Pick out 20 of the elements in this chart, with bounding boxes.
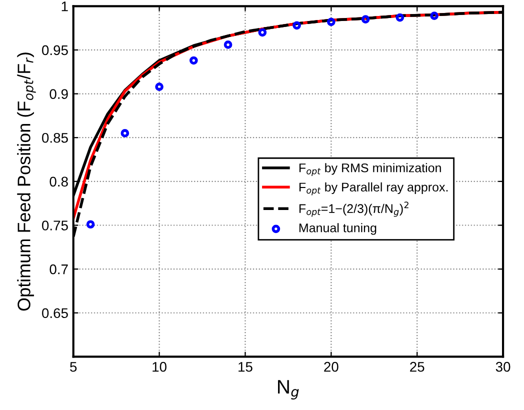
x-tick-label: 20 [324, 362, 338, 372]
y-tick-label: 0.75 [42, 220, 68, 230]
y-tick-label: 0.95 [42, 45, 68, 56]
legend-label: F$_{opt}$ by Parallel ray approx. [299, 182, 448, 196]
x-axis-title: N$_{g}$ [278, 380, 299, 400]
x-tick-label: 25 [410, 362, 424, 372]
y-axis-title: Optimum Feed Position (F$_{opt}$/F$_{r}$) [17, 52, 36, 311]
y-tick-label: 0.65 [42, 308, 68, 318]
x-tick-label: 30 [496, 362, 510, 372]
y-tick-label: 0.9 [50, 89, 68, 99]
y-tick-label: 0.7 [50, 264, 68, 274]
legend-label: Manual tuning [299, 223, 376, 235]
x-tick-label: 10 [152, 362, 166, 372]
y-tick-label: 0.85 [42, 132, 68, 143]
x-tick-label: 15 [238, 362, 252, 372]
y-tick-label: 0.8 [50, 176, 68, 187]
x-tick-label: 5 [70, 362, 77, 372]
y-tick-label: 1 [62, 2, 68, 12]
legend-label: F$_{opt}$ by RMS minimization [299, 163, 441, 176]
legend-label: F$_{opt}$=1−(2/3)(π/N$_{g}$)$^{2}$ [299, 202, 408, 217]
